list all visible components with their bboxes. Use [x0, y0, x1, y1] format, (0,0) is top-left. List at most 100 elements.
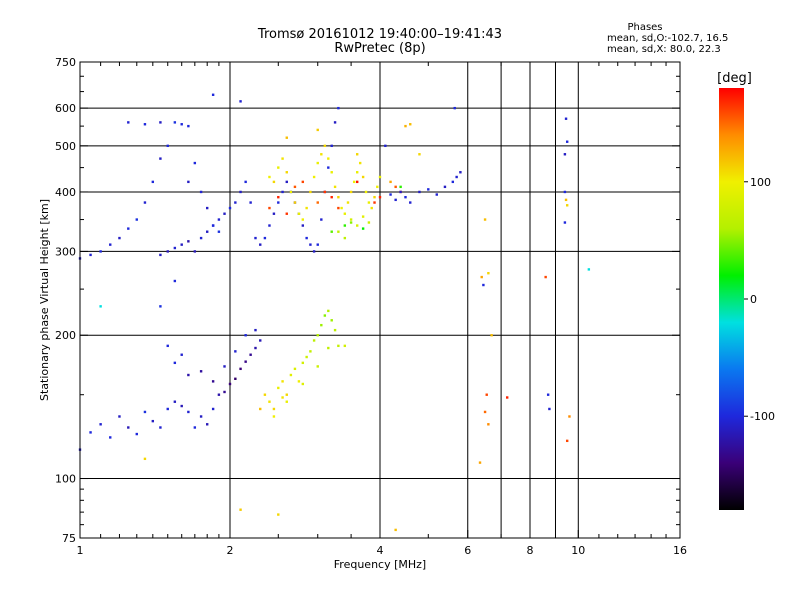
data-point	[361, 175, 365, 179]
data-point	[435, 193, 438, 196]
data-point	[285, 136, 288, 139]
data-point	[355, 224, 359, 227]
data-point	[143, 201, 147, 204]
data-point	[187, 180, 190, 184]
data-point	[166, 250, 169, 253]
x-tick-label: 1	[77, 544, 84, 557]
data-point	[320, 218, 323, 221]
data-point	[159, 253, 162, 257]
data-point	[330, 171, 333, 174]
data-point	[563, 190, 567, 194]
data-point	[343, 344, 347, 348]
data-point	[263, 236, 267, 240]
data-point	[349, 190, 353, 194]
data-point	[323, 144, 327, 148]
data-point	[263, 393, 267, 396]
data-point	[118, 236, 121, 240]
data-point	[268, 224, 271, 227]
data-point	[285, 180, 288, 184]
data-point	[293, 201, 297, 204]
data-point	[277, 513, 280, 516]
data-point	[234, 350, 237, 353]
data-point	[268, 175, 271, 179]
x-tick-label: 16	[673, 544, 687, 557]
data-point	[337, 344, 340, 348]
y-tick-label: 750	[55, 56, 76, 69]
data-point	[228, 382, 232, 386]
data-point	[312, 250, 316, 253]
data-point	[272, 212, 276, 215]
data-point	[394, 198, 397, 202]
phases-stats-o-mode: mean, sd,O:-102.7, 16.5	[607, 33, 729, 44]
data-point	[394, 528, 397, 532]
colorbar-tick-label: -100	[750, 410, 775, 423]
x-tick-label: 6	[464, 544, 471, 557]
data-point	[316, 243, 319, 246]
data-point	[316, 201, 319, 204]
data-point	[244, 360, 247, 363]
data-point	[249, 201, 252, 204]
data-point	[364, 190, 368, 194]
point-group	[239, 117, 591, 532]
data-point	[180, 404, 183, 408]
data-point	[480, 275, 483, 279]
data-point	[343, 212, 347, 215]
point-group	[330, 185, 402, 233]
data-point	[99, 250, 102, 253]
point-group	[384, 106, 462, 204]
data-point	[399, 190, 402, 194]
data-point	[327, 166, 330, 169]
data-point	[223, 365, 226, 368]
data-point	[193, 250, 197, 253]
data-point	[205, 206, 209, 210]
data-point	[239, 190, 242, 194]
y-tick-label: 200	[55, 329, 76, 342]
data-point	[187, 410, 190, 414]
point-group	[268, 180, 402, 215]
data-point	[301, 180, 305, 184]
data-point	[223, 390, 226, 394]
data-point	[277, 195, 280, 199]
data-point	[187, 240, 190, 243]
data-point	[427, 188, 430, 191]
data-point	[293, 367, 297, 371]
data-point	[355, 180, 359, 184]
point-group	[78, 93, 340, 260]
data-point	[349, 218, 353, 221]
data-point	[587, 268, 591, 271]
data-point	[173, 246, 177, 250]
data-point	[135, 218, 138, 221]
data-point	[309, 243, 312, 246]
data-point	[443, 185, 447, 189]
data-point	[327, 346, 330, 350]
phases-stats-x-mode: mean, sd,X: 80.0, 22.3	[607, 44, 721, 55]
data-point	[281, 396, 284, 399]
data-point	[309, 350, 312, 353]
data-point	[259, 339, 262, 342]
data-point	[217, 230, 221, 233]
data-point	[99, 423, 102, 426]
data-point	[285, 212, 288, 215]
data-point	[272, 407, 276, 411]
data-point	[418, 190, 421, 194]
x-tick-label: 4	[377, 544, 384, 557]
data-point	[166, 344, 169, 348]
data-point	[453, 106, 456, 110]
data-point	[173, 400, 177, 403]
data-point	[289, 190, 293, 194]
data-point	[373, 201, 376, 204]
data-point	[187, 373, 190, 377]
axes-layer: 1 2 4 6 8 10 16 75 100 200 300 400 500 600 750	[55, 56, 687, 557]
data-point	[337, 195, 340, 199]
data-point	[455, 175, 458, 179]
data-point	[135, 432, 138, 436]
data-point	[99, 305, 102, 308]
data-point	[193, 161, 197, 165]
data-point	[285, 393, 288, 396]
data-point	[127, 121, 130, 124]
data-point	[143, 410, 147, 414]
data-point	[127, 426, 130, 429]
data-point	[367, 201, 371, 204]
data-point	[272, 415, 276, 418]
